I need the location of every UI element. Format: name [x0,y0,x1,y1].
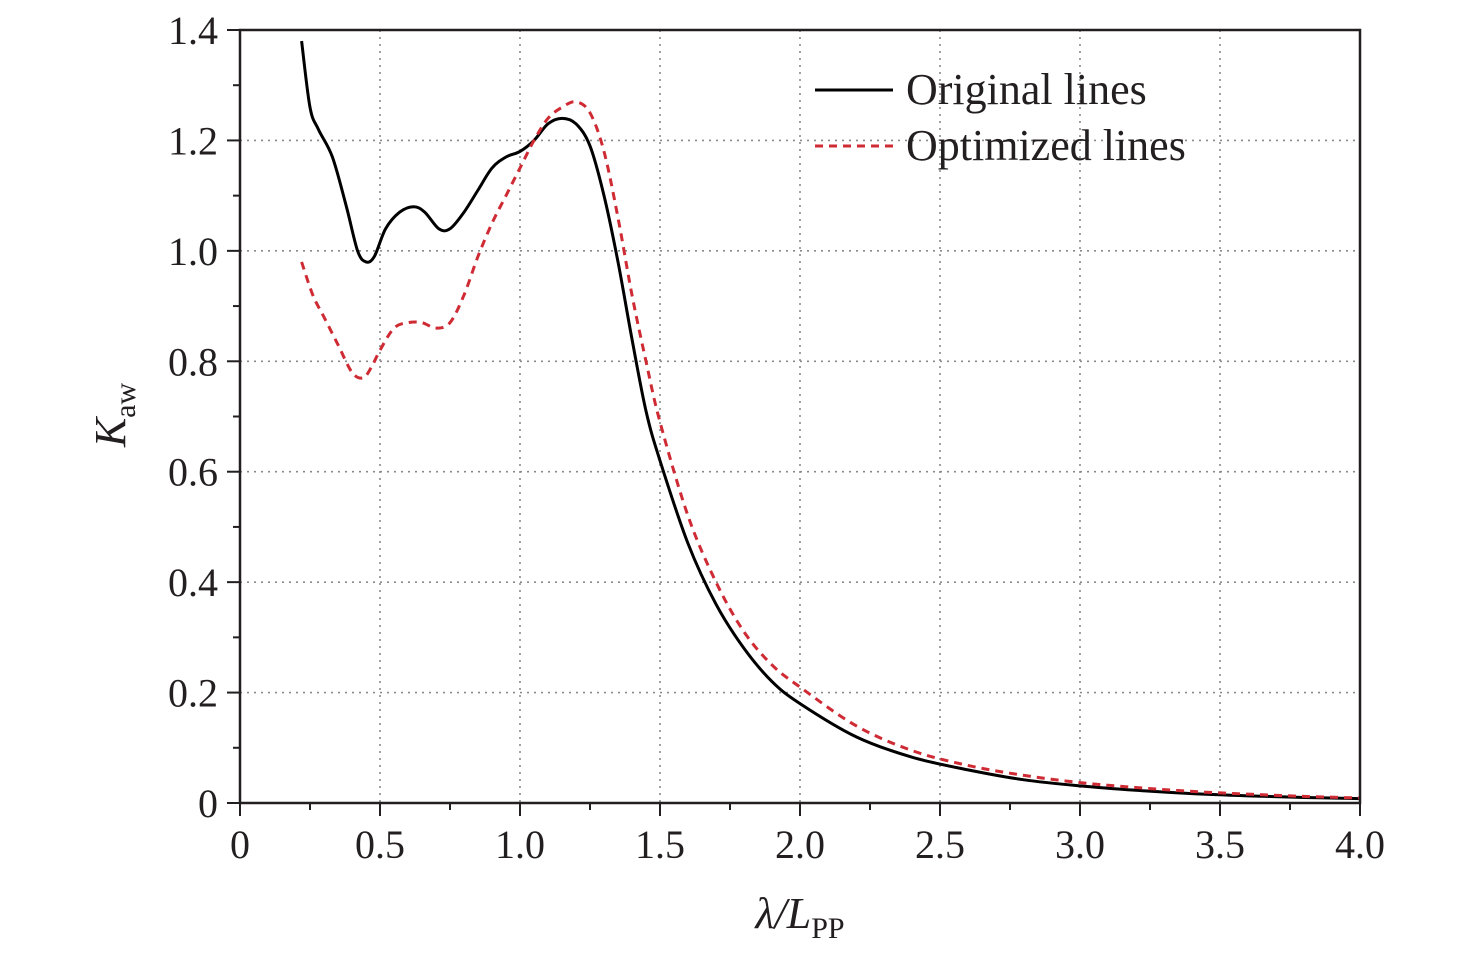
axis-ticks [227,29,1361,816]
x-axis-title-subscript: PP [811,912,844,945]
x-tick-label-4: 2.0 [775,822,825,867]
series-line-optimized [300,100,1361,800]
legend-label-optimized: Optimized lines [906,121,1186,170]
y-axis-title-main: K [86,415,135,448]
x-axis-title: λ/LPP [753,889,844,945]
y-axis-title: Kaw [86,382,142,448]
grid-lines [240,30,1360,803]
y-tick-label-6: 1.2 [168,118,218,163]
y-tick-label-7: 1.4 [168,8,218,53]
x-axis-title-main: λ/L [753,889,811,938]
series-line-original [300,40,1361,801]
y-axis-title-group: Kaw [86,382,142,448]
y-tick-label-3: 0.6 [168,450,218,495]
y-tick-label-0: 0 [198,781,218,826]
x-tick-label-1: 0.5 [355,822,405,867]
x-tick-label-0: 0 [230,822,250,867]
y-tick-label-1: 0.2 [168,671,218,716]
y-tick-label-2: 0.4 [168,560,218,605]
x-tick-label-6: 3.0 [1055,822,1105,867]
x-tick-label-7: 3.5 [1195,822,1245,867]
y-tick-label-4: 0.8 [168,339,218,384]
legend-label-original: Original lines [906,65,1147,114]
x-tick-label-8: 4.0 [1335,822,1385,867]
tick-labels: 0 0.5 1.0 1.5 2.0 2.5 3.0 3.5 4.0 0 0.2 0.4 0.6 0.8 1.… [168,8,1385,867]
legend: Original lines Optimized lines [815,65,1186,170]
y-tick-label-5: 1.0 [168,229,218,274]
y-axis-title-subscript: aw [109,382,142,417]
x-tick-label-2: 1.0 [495,822,545,867]
x-tick-label-5: 2.5 [915,822,965,867]
series-layer [300,40,1361,801]
x-tick-label-3: 1.5 [635,822,685,867]
